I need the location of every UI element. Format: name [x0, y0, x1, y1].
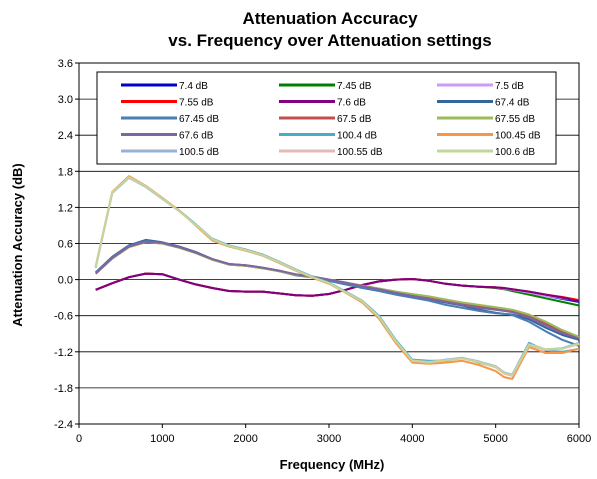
legend-label-6: 67.45 dB [179, 114, 219, 125]
legend-label-13: 100.55 dB [337, 147, 383, 158]
series-lines [94, 175, 580, 380]
x-tick-label: 0 [76, 433, 82, 445]
series-line-11 [94, 175, 580, 380]
series-line-9 [95, 240, 580, 340]
legend: 7.4 dB 7.45 dB 7.5 dB 7.55 dB 7.6 dB 67.4 dB 6… [96, 71, 557, 165]
y-tick-label: 0.6 [58, 239, 73, 251]
y-tick-label: 0.0 [58, 275, 73, 287]
x-axis-ticks: 0 1000 2000 3000 4000 5000 6000 [76, 424, 591, 445]
x-tick-label: 3000 [317, 433, 341, 445]
y-tick-label: -0.6 [54, 311, 73, 323]
legend-label-8: 67.55 dB [495, 114, 535, 125]
legend-label-9: 67.6 dB [179, 131, 214, 142]
y-tick-label: -2.4 [54, 419, 73, 431]
legend-label-5: 67.4 dB [495, 98, 530, 109]
chart-title-line-2: vs. Frequency over Attenuation settings [168, 31, 491, 50]
y-tick-label: 2.4 [58, 130, 73, 142]
series-line-4 [95, 272, 580, 303]
series-line-6 [95, 240, 580, 347]
y-axis-title: Attenuation Accuracy (dB) [10, 163, 25, 326]
x-tick-label: 5000 [483, 433, 507, 445]
x-axis-title: Frequency (MHz) [280, 457, 385, 472]
x-tick-label: 1000 [150, 433, 174, 445]
series-line-14 [94, 176, 580, 377]
legend-label-3: 7.55 dB [179, 98, 214, 109]
legend-label-11: 100.45 dB [495, 131, 541, 142]
x-tick-label: 2000 [233, 433, 257, 445]
legend-label-12: 100.5 dB [179, 147, 219, 158]
x-tick-label: 4000 [400, 433, 424, 445]
y-tick-label: -1.8 [54, 383, 73, 395]
legend-label-14: 100.6 dB [495, 147, 535, 158]
y-tick-label: 3.0 [58, 94, 73, 106]
y-tick-label: 1.2 [58, 202, 73, 214]
legend-label-7: 67.5 dB [337, 114, 372, 125]
chart-title-line-1: Attenuation Accuracy [242, 9, 418, 28]
x-tick-label: 6000 [567, 433, 591, 445]
legend-label-2: 7.5 dB [495, 81, 524, 92]
y-tick-label: 1.8 [58, 166, 73, 178]
legend-label-1: 7.45 dB [337, 81, 372, 92]
y-axis-ticks: -2.4 -1.8 -1.2 -0.6 0.0 0.6 1.2 1.8 2.4 3.0 3.6 [54, 58, 79, 431]
legend-label-0: 7.4 dB [179, 81, 208, 92]
legend-label-4: 7.6 dB [337, 98, 366, 109]
legend-label-10: 100.4 dB [337, 131, 377, 142]
y-tick-label: -1.2 [54, 347, 73, 359]
y-tick-label: 3.6 [58, 58, 73, 70]
